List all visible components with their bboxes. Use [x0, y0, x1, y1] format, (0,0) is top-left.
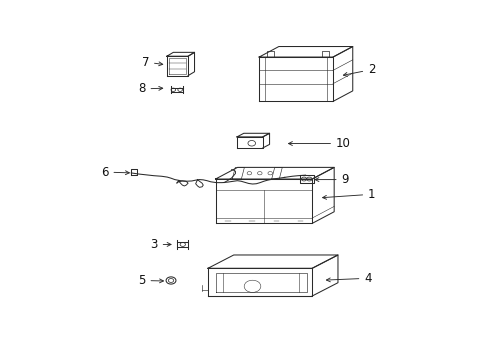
- Text: 7: 7: [141, 55, 163, 68]
- Text: 3: 3: [150, 238, 171, 251]
- Text: 8: 8: [138, 82, 163, 95]
- Text: 1: 1: [322, 188, 375, 201]
- Text: 10: 10: [288, 137, 350, 150]
- Text: 4: 4: [325, 272, 371, 285]
- Text: 9: 9: [314, 173, 348, 186]
- Text: 6: 6: [101, 166, 129, 179]
- Text: 5: 5: [138, 274, 163, 287]
- Text: 2: 2: [343, 63, 375, 76]
